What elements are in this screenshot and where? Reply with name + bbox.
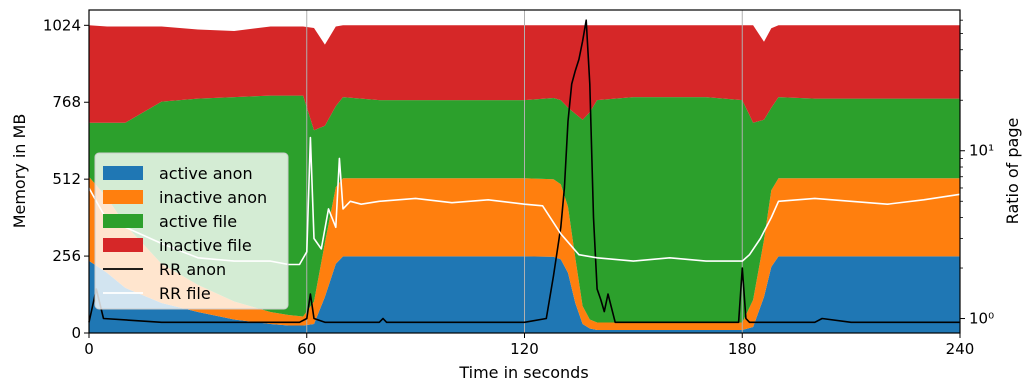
legend-swatch [103,214,143,228]
y-tick-label: 512 [52,170,81,188]
x-tick-label: 240 [946,340,975,358]
y-axis-label: Memory in MB [10,114,29,229]
y2-axis-label: Ratio of page [1003,118,1022,225]
legend-box [94,152,289,310]
legend-label: active anon [159,164,253,183]
legend-label: active file [159,212,237,231]
x-tick-label: 0 [84,340,94,358]
x-axis-label: Time in seconds [458,363,588,382]
y2-tick-label: 10⁰ [969,310,994,328]
legend-swatch [103,190,143,204]
legend-label: RR anon [159,260,226,279]
legend-label: RR file [159,284,211,303]
y-tick-label: 0 [71,324,81,342]
y-tick-label: 768 [52,93,81,111]
axes: 0 60 120 180 240 0 256 512 768 1024 10⁰ 10¹ [43,16,994,358]
y-tick-label: 256 [52,247,81,265]
legend-label: inactive file [159,236,252,255]
legend-swatch [103,166,143,180]
y-tick-label: 1024 [43,16,81,34]
legend-swatch [103,238,143,252]
legend-label: inactive anon [159,188,267,207]
x-tick-label: 180 [728,340,757,358]
x-tick-label: 120 [510,340,539,358]
x-tick-label: 60 [297,340,316,358]
y2-tick-label: 10¹ [969,142,994,160]
line-RR-anon [88,19,960,324]
legend: active anon inactive anon active file inact… [94,152,289,310]
